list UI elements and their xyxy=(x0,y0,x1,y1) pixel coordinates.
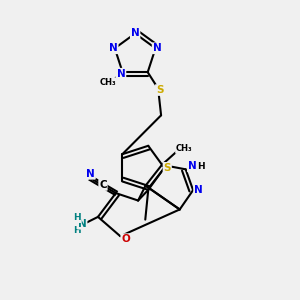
Text: N: N xyxy=(109,43,118,53)
Text: N: N xyxy=(78,219,87,229)
Text: S: S xyxy=(164,163,171,173)
Text: C: C xyxy=(99,180,107,190)
Text: N: N xyxy=(194,185,203,195)
Text: H: H xyxy=(74,213,81,222)
Text: N: N xyxy=(131,28,140,38)
Text: N: N xyxy=(153,43,161,53)
Text: N: N xyxy=(188,161,197,171)
Text: CH₃: CH₃ xyxy=(99,78,116,87)
Text: N: N xyxy=(86,169,95,179)
Text: N: N xyxy=(117,69,125,79)
Text: CH₃: CH₃ xyxy=(176,144,193,153)
Text: H: H xyxy=(74,226,81,235)
Text: O: O xyxy=(121,234,130,244)
Text: S: S xyxy=(156,85,164,95)
Text: H: H xyxy=(197,162,204,171)
